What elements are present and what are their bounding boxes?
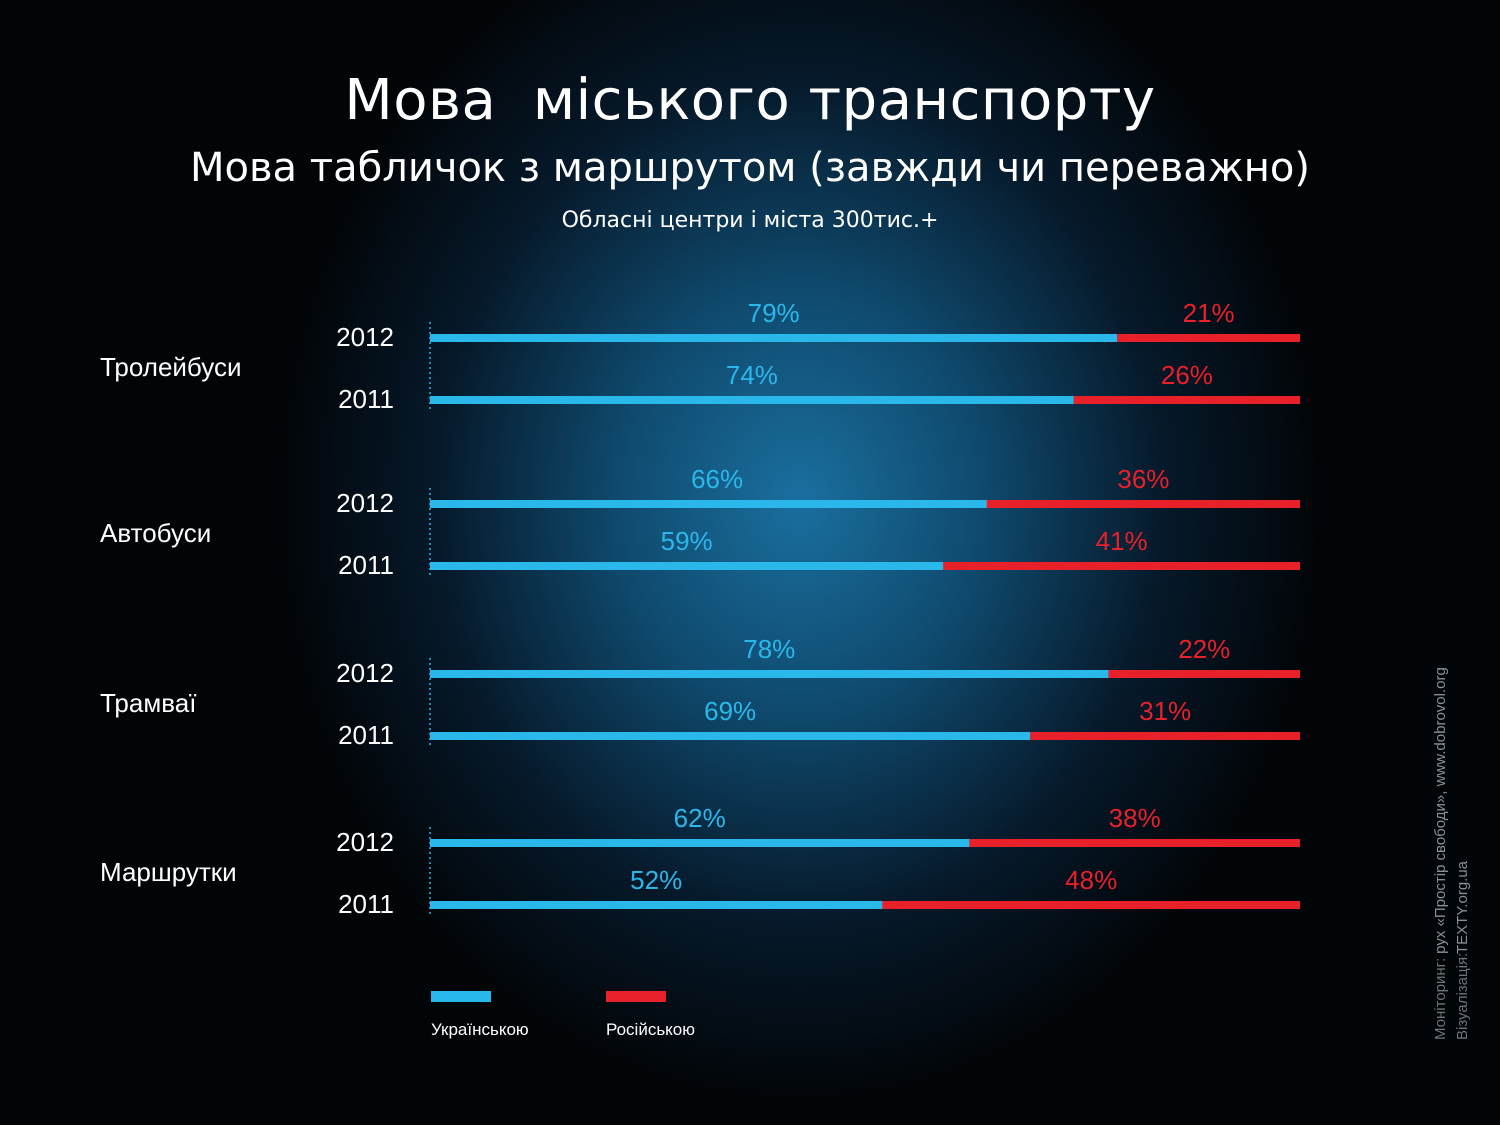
bar-ukrainian-trams-2011 [430,732,1031,740]
chart-subtitle: Мова табличок з маршрутом (завжди чи пер… [189,145,1311,191]
year-label-trolleybuses-2012: 2012 [336,322,394,352]
year-label-trams-2012: 2012 [336,658,394,688]
bar-russian-minibuses-2011 [882,901,1300,909]
bar-ukrainian-buses-2011 [430,562,944,570]
bar-ukrainian-minibuses-2011 [430,901,883,909]
data-label-ukrainian-minibuses-2012: 62% [674,803,726,833]
bar-russian-trams-2012 [1108,670,1300,678]
data-label-russian-trolleybuses-2012: 21% [1183,298,1235,328]
legend-label-russian: Російською [606,1020,696,1039]
year-label-minibuses-2011: 2011 [338,889,394,919]
category-label-trams: Трамваї [100,688,196,718]
data-label-russian-minibuses-2012: 38% [1109,803,1161,833]
data-label-russian-trams-2011: 31% [1139,696,1191,726]
bar-russian-minibuses-2012 [969,839,1300,847]
data-label-ukrainian-buses-2011: 59% [661,526,713,556]
bar-ukrainian-trams-2012 [430,670,1109,678]
bar-russian-buses-2011 [943,562,1300,570]
category-label-minibuses: Маршрутки [100,857,237,887]
chart-title: Мова міського транспорту [344,68,1156,133]
data-label-russian-trolleybuses-2011: 26% [1161,360,1213,390]
data-label-ukrainian-trams-2012: 78% [743,634,795,664]
credits-monitoring-label: Моніторинг: [1432,957,1449,1040]
data-label-russian-minibuses-2011: 48% [1065,865,1117,895]
data-label-russian-buses-2012: 36% [1117,464,1169,494]
bar-ukrainian-minibuses-2012 [430,839,970,847]
bar-russian-buses-2012 [986,500,1300,508]
year-label-trams-2011: 2011 [338,720,394,750]
bar-russian-trolleybuses-2012 [1117,334,1300,342]
year-label-minibuses-2012: 2012 [336,827,394,857]
bar-russian-trolleybuses-2011 [1073,396,1300,404]
data-label-ukrainian-trams-2011: 69% [704,696,756,726]
bar-ukrainian-buses-2012 [430,500,1005,508]
data-label-ukrainian-buses-2012: 66% [691,464,743,494]
category-label-buses: Автобуси [100,518,211,548]
data-label-ukrainian-trolleybuses-2012: 79% [748,298,800,328]
data-label-russian-buses-2011: 41% [1096,526,1148,556]
credits-visualization-label: Візуалізація: [1454,952,1471,1040]
year-label-buses-2012: 2012 [336,488,394,518]
bar-russian-trams-2011 [1030,732,1300,740]
credits-monitoring-value: рух «Простір свободи», www.dobrovol.org [1432,667,1449,954]
bar-ukrainian-trolleybuses-2012 [430,334,1118,342]
bar-ukrainian-trolleybuses-2011 [430,396,1074,404]
data-label-ukrainian-minibuses-2011: 52% [630,865,682,895]
year-label-trolleybuses-2011: 2011 [338,384,394,414]
chart-note: Обласні центри і міста 300тис.+ [561,208,939,233]
data-label-ukrainian-trolleybuses-2011: 74% [726,360,778,390]
credits: Моніторинг: рух «Простір свободи», www.d… [1430,600,1480,1040]
data-label-russian-trams-2012: 22% [1178,634,1230,664]
legend-label-ukrainian: Українською [431,1020,529,1039]
category-label-trolleybuses: Тролейбуси [100,352,241,382]
legend-swatch-ukrainian [431,991,491,1002]
legend-swatch-russian [606,991,666,1002]
credits-visualization-value: TEXTY.org.ua [1454,860,1471,955]
year-label-buses-2011: 2011 [338,550,394,580]
